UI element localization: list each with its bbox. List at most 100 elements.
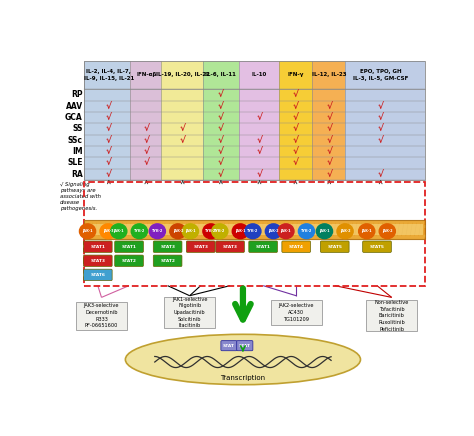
Text: JAK-1: JAK-1 — [319, 229, 330, 233]
Text: √: √ — [106, 136, 112, 145]
Bar — [312, 61, 345, 180]
FancyBboxPatch shape — [237, 341, 253, 351]
Text: JAK-1: JAK-1 — [185, 229, 196, 233]
Text: √: √ — [180, 136, 186, 145]
FancyBboxPatch shape — [83, 255, 112, 266]
Text: STAT: STAT — [223, 344, 235, 347]
Text: Transcription: Transcription — [220, 375, 265, 382]
Text: √: √ — [256, 136, 263, 145]
Bar — [59, 61, 84, 180]
Text: TYK-2: TYK-2 — [134, 229, 145, 233]
Text: JAK-2: JAK-2 — [268, 229, 279, 233]
FancyBboxPatch shape — [249, 241, 277, 252]
Text: STAT: STAT — [239, 344, 251, 347]
Text: JAK-1: JAK-1 — [113, 229, 124, 233]
Text: STAT4: STAT4 — [289, 245, 304, 249]
Text: √: √ — [256, 113, 263, 122]
Circle shape — [149, 224, 165, 238]
Text: STAT2: STAT2 — [122, 259, 137, 263]
FancyBboxPatch shape — [216, 241, 245, 252]
Text: √: √ — [143, 136, 149, 145]
Text: √: √ — [326, 124, 332, 133]
Circle shape — [359, 224, 375, 238]
Text: √ Signaling
pathways are
associated with
disease
pathogenesis.: √ Signaling pathways are associated with… — [60, 181, 101, 211]
Text: JAK2-selective
AC430
TG101209: JAK2-selective AC430 TG101209 — [278, 303, 314, 322]
Text: JAK-2: JAK-2 — [340, 229, 350, 233]
Text: STAT1: STAT1 — [91, 245, 105, 249]
Text: JAK-1: JAK-1 — [361, 229, 372, 233]
Text: √: √ — [378, 102, 383, 111]
Circle shape — [212, 224, 228, 238]
Text: EPO, TPO, GH
IL-3, IL-5, GM-CSF: EPO, TPO, GH IL-3, IL-5, GM-CSF — [353, 69, 409, 81]
Text: STAT3: STAT3 — [193, 245, 208, 249]
Circle shape — [182, 224, 199, 238]
Text: GCA: GCA — [65, 113, 83, 122]
Ellipse shape — [125, 334, 360, 385]
FancyBboxPatch shape — [76, 302, 127, 330]
Circle shape — [299, 224, 315, 238]
Text: STAT2: STAT2 — [160, 259, 175, 263]
Text: √: √ — [378, 113, 383, 122]
FancyBboxPatch shape — [186, 241, 215, 252]
Text: √: √ — [106, 124, 112, 133]
Text: √: √ — [326, 170, 332, 179]
Text: √: √ — [292, 158, 299, 167]
FancyBboxPatch shape — [164, 297, 215, 328]
Text: IFN-αβ: IFN-αβ — [136, 72, 156, 78]
Text: √: √ — [292, 113, 299, 122]
Text: √: √ — [106, 102, 112, 111]
Bar — [130, 61, 161, 180]
FancyBboxPatch shape — [271, 300, 321, 325]
Text: RA: RA — [71, 170, 83, 179]
Text: √: √ — [218, 102, 224, 111]
Circle shape — [131, 224, 147, 238]
Circle shape — [80, 224, 96, 238]
Text: √: √ — [378, 170, 383, 179]
Text: √: √ — [326, 158, 332, 167]
Text: IL-19, IL-20, IL-22: IL-19, IL-20, IL-22 — [156, 72, 210, 78]
Text: JAK-1: JAK-1 — [235, 229, 246, 233]
FancyBboxPatch shape — [153, 241, 182, 252]
Text: Non-selective
Tofacitinib
Baricitinib
Ruxolitinib
Peficitinib: Non-selective Tofacitinib Baricitinib Ru… — [374, 300, 409, 331]
Text: √: √ — [218, 170, 224, 179]
FancyBboxPatch shape — [320, 241, 349, 252]
Text: √: √ — [106, 170, 112, 179]
Circle shape — [232, 224, 248, 238]
Text: √: √ — [218, 158, 224, 167]
Bar — [239, 61, 279, 180]
Circle shape — [337, 224, 353, 238]
Circle shape — [316, 224, 333, 238]
Text: JAK3-selective
Decernotinib
R333
PF-06651600: JAK3-selective Decernotinib R333 PF-0665… — [84, 303, 119, 328]
Text: √: √ — [292, 136, 299, 145]
Text: RP: RP — [71, 90, 83, 99]
Text: √: √ — [378, 124, 383, 133]
Bar — [161, 61, 202, 180]
Text: √: √ — [218, 136, 224, 145]
Circle shape — [203, 224, 219, 238]
FancyBboxPatch shape — [153, 255, 182, 266]
Text: JAK-3: JAK-3 — [103, 229, 113, 233]
FancyBboxPatch shape — [115, 241, 143, 252]
Circle shape — [170, 224, 186, 238]
Text: √: √ — [106, 158, 112, 167]
Text: √: √ — [292, 147, 299, 156]
Text: IM: IM — [72, 147, 83, 156]
Text: √: √ — [326, 147, 332, 156]
FancyBboxPatch shape — [221, 341, 237, 351]
Text: STAT3: STAT3 — [160, 245, 175, 249]
Text: STAT5: STAT5 — [370, 245, 384, 249]
Text: IFN-γ: IFN-γ — [287, 72, 304, 78]
Text: SSc: SSc — [68, 136, 83, 145]
Text: SLE: SLE — [67, 158, 83, 167]
Text: STAT3: STAT3 — [91, 259, 105, 263]
Text: JAK-1: JAK-1 — [281, 229, 291, 233]
Text: √: √ — [218, 124, 224, 133]
Text: SS: SS — [73, 124, 83, 133]
Text: IL-10: IL-10 — [252, 72, 267, 78]
Text: STAT1: STAT1 — [121, 245, 137, 249]
Text: √: √ — [326, 102, 332, 111]
Text: √: √ — [218, 113, 224, 122]
Text: IL-2, IL-4, IL-7,
IL-9, IL-15, IL-21: IL-2, IL-4, IL-7, IL-9, IL-15, IL-21 — [84, 69, 134, 81]
Bar — [84, 61, 425, 180]
Text: √: √ — [106, 147, 112, 156]
